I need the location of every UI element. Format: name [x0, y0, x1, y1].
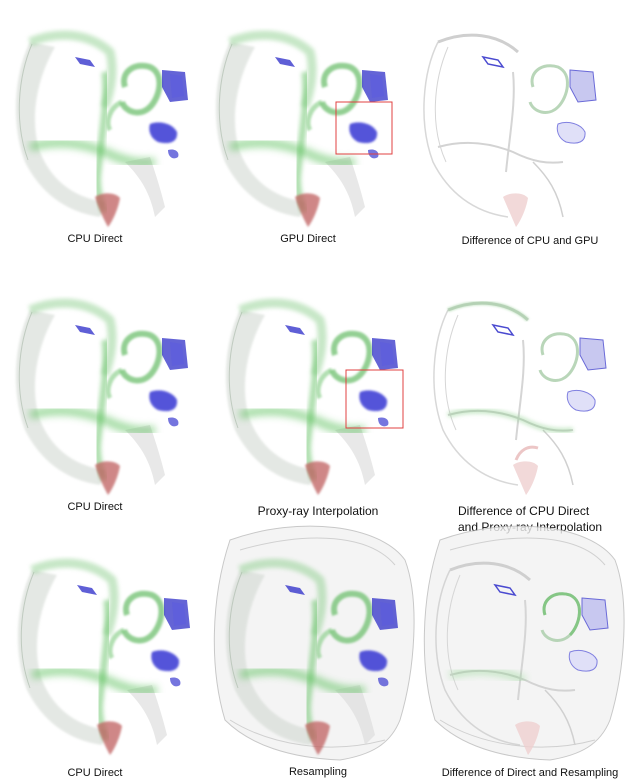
volume-render-image	[10, 12, 195, 227]
difference-image	[428, 280, 628, 495]
highlight-box	[345, 369, 404, 429]
caption-resampling: Resampling	[288, 766, 348, 778]
caption-diff-cpu-gpu: Difference of CPU and GPU	[461, 235, 599, 247]
caption-diff-resampling: Difference of Direct and Resampling	[441, 767, 619, 779]
caption-diff-proxy-line1: Difference of CPU Direct	[458, 504, 590, 518]
highlight-box	[335, 101, 393, 155]
caption-gpu-direct: GPU Direct	[280, 233, 336, 245]
render-diff-cpu-gpu	[418, 12, 618, 229]
render-resampling	[210, 520, 420, 765]
caption-cpu-direct-1: CPU Direct	[67, 233, 123, 245]
volume-render-image	[210, 12, 393, 227]
caption-cpu-direct-3: CPU Direct	[67, 767, 123, 779]
volume-render-image	[12, 540, 197, 755]
caption-proxy-ray: Proxy-ray Interpolation	[257, 504, 379, 518]
render-diff-resampling	[420, 520, 630, 765]
render-cpu-direct-row1	[10, 12, 195, 227]
render-cpu-direct-row3	[12, 540, 197, 755]
volume-render-image	[10, 280, 195, 495]
difference-image	[423, 525, 625, 761]
caption-cpu-direct-2: CPU Direct	[67, 501, 123, 513]
render-gpu-direct-row1	[210, 12, 410, 227]
volume-render-image	[213, 525, 415, 761]
render-proxy-ray	[220, 280, 420, 495]
render-cpu-direct-row2	[10, 280, 195, 495]
render-diff-proxy-ray	[428, 280, 628, 495]
difference-image	[422, 33, 598, 229]
volume-render-image	[220, 280, 404, 495]
